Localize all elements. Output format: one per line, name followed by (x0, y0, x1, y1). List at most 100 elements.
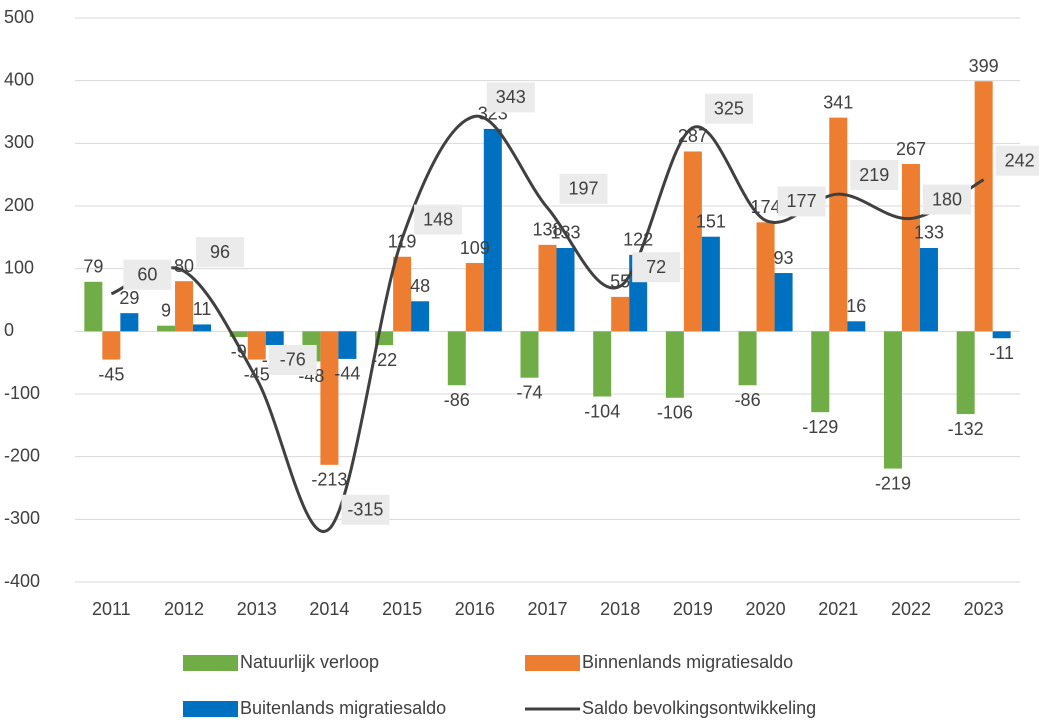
bar (411, 301, 430, 332)
data-label: 177 (787, 191, 817, 211)
label-box (922, 184, 971, 215)
legend-swatch (525, 655, 580, 671)
y-tick-label: 400 (4, 69, 34, 89)
data-label: 48 (410, 276, 430, 296)
data-label: 72 (646, 257, 666, 277)
bar (102, 331, 121, 360)
x-tick-label: 2011 (92, 599, 131, 619)
data-label: -44 (334, 364, 360, 384)
data-label: 96 (210, 242, 230, 262)
bar (538, 244, 557, 332)
x-tick-label: 2019 (673, 599, 713, 619)
data-label: 343 (496, 87, 526, 107)
data-label: -129 (802, 417, 838, 437)
data-label: 242 (1005, 150, 1035, 170)
data-label: 133 (914, 223, 944, 243)
data-label: 341 (823, 92, 853, 112)
label-box (123, 259, 172, 290)
data-label: 109 (460, 238, 490, 258)
bar (229, 331, 248, 337)
bar (611, 296, 630, 332)
bar (756, 222, 775, 332)
bar (175, 281, 194, 332)
label-box (632, 252, 681, 283)
label-box (704, 93, 753, 124)
data-label: -219 (875, 473, 911, 493)
label-box (995, 145, 1039, 176)
data-label: -106 (657, 403, 693, 423)
x-tick-label: 2018 (600, 599, 640, 619)
x-tick-label: 2023 (964, 599, 1004, 619)
x-tick-label: 2014 (309, 599, 349, 619)
data-label: -104 (584, 401, 620, 421)
legend-swatch (183, 701, 238, 717)
data-label: 79 (83, 257, 103, 277)
data-label: 267 (896, 139, 926, 159)
data-label: -86 (444, 390, 470, 410)
x-tick-label: 2013 (237, 599, 277, 619)
x-tick-label: 2012 (164, 599, 204, 619)
y-tick-label: -100 (4, 383, 40, 403)
data-label: 399 (969, 56, 999, 76)
data-label: -213 (311, 470, 347, 490)
data-label: 174 (751, 197, 781, 217)
data-label: 148 (423, 209, 453, 229)
label-box (777, 186, 826, 217)
data-label: 60 (137, 264, 157, 284)
bar (974, 81, 993, 332)
bar (956, 331, 975, 415)
data-label: -76 (280, 350, 306, 370)
bar (774, 273, 793, 332)
bar (157, 325, 176, 332)
legend-label: Natuurlijk verloop (240, 652, 379, 672)
data-label: -22 (371, 350, 397, 370)
label-box (196, 237, 245, 268)
label-box (559, 173, 608, 204)
data-label: 80 (174, 256, 194, 276)
x-tick-label: 2015 (382, 599, 422, 619)
data-label: 219 (859, 165, 889, 185)
y-tick-label: 500 (4, 7, 34, 27)
bar (901, 164, 920, 332)
bar (520, 331, 539, 378)
label-box (414, 204, 463, 235)
data-label: 9 (161, 300, 171, 320)
label-box (486, 82, 535, 113)
data-label: 197 (568, 179, 598, 199)
bar (847, 321, 866, 332)
bar (992, 331, 1011, 339)
bar (393, 256, 412, 332)
data-label: -74 (516, 382, 542, 402)
bar (483, 128, 502, 332)
legend-label: Binnenlands migratiesaldo (582, 652, 793, 672)
y-tick-label: -200 (4, 445, 40, 465)
data-label: 151 (696, 211, 726, 231)
data-label: 287 (678, 126, 708, 146)
bar (829, 117, 848, 332)
bar (883, 331, 902, 469)
legend-label: Buitenlands migratiesaldo (240, 698, 446, 718)
y-tick-label: -300 (4, 508, 40, 528)
data-label: -11 (989, 343, 1014, 363)
bar (320, 331, 339, 465)
label-box (341, 494, 390, 525)
bar (701, 236, 720, 332)
bar (665, 331, 684, 398)
y-tick-label: -400 (4, 571, 40, 591)
y-tick-label: 200 (4, 195, 34, 215)
y-tick-label: 100 (4, 257, 34, 277)
data-label: -45 (98, 364, 124, 384)
data-label: 325 (714, 98, 744, 118)
bar (556, 247, 575, 332)
legend-swatch (183, 655, 238, 671)
data-label: 29 (119, 288, 139, 308)
y-tick-label: 300 (4, 132, 34, 152)
legend-label: Saldo bevolkingsontwikkeling (582, 698, 816, 718)
x-tick-label: 2021 (818, 599, 858, 619)
x-tick-label: 2017 (527, 599, 567, 619)
bar (338, 331, 357, 359)
data-label: 16 (846, 296, 866, 316)
x-tick-label: 2016 (455, 599, 495, 619)
y-tick-label: 0 (4, 320, 14, 340)
